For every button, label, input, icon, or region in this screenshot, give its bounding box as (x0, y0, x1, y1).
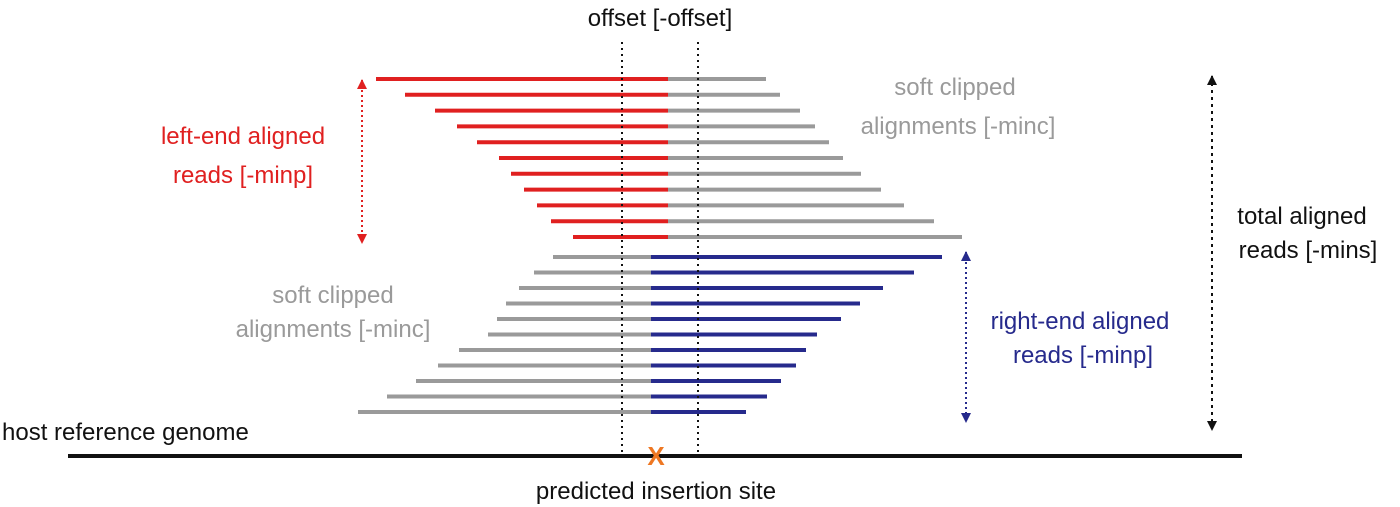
left-end-label-line2: reads [-minp] (173, 162, 313, 189)
offset-label: offset [-offset] (588, 5, 733, 32)
host-reference-label: host reference genome (2, 419, 249, 446)
left-end-label-line1: left-end aligned (161, 123, 325, 150)
predicted-site-label: predicted insertion site (536, 478, 776, 505)
soft-clipped-bottom-line1: soft clipped (272, 282, 393, 309)
x-mark-icon: X (647, 441, 665, 471)
total-label-line2: reads [-mins] (1239, 237, 1378, 264)
soft-clipped-top-line2: alignments [-minc] (861, 113, 1056, 140)
right-end-label-line2: reads [-minp] (1013, 342, 1153, 369)
soft-clipped-bottom-line2: alignments [-minc] (236, 316, 431, 343)
total-label-line1: total aligned (1237, 203, 1366, 230)
right-end-label-line1: right-end aligned (991, 308, 1170, 335)
soft-clipped-top-line1: soft clipped (894, 74, 1015, 101)
